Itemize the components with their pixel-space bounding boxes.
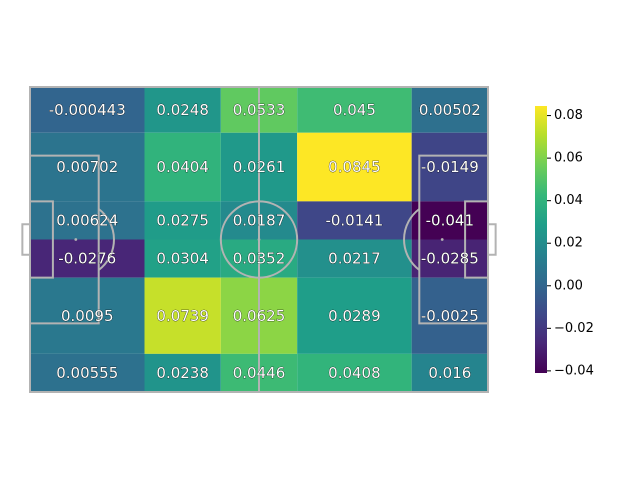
colorbar-tick-label: 0.08: [554, 108, 583, 123]
cell-value-label: 0.0404: [156, 158, 209, 176]
heatmap-cell: [30, 132, 145, 202]
cell-value-label: -0.0285: [421, 250, 479, 268]
cell-value-label: 0.0408: [328, 364, 381, 382]
cell-value-label: 0.0739: [156, 307, 209, 325]
heatmap-cell: [30, 353, 145, 392]
colorbar-tick-label: 0.04: [554, 193, 583, 208]
left-goal: [21, 223, 31, 256]
right-goal: [487, 223, 497, 256]
colorbar-tick-label: 0.02: [554, 236, 583, 251]
heatmap-cell: [144, 353, 221, 392]
center-circle: [219, 200, 299, 279]
center-spot: [257, 238, 261, 241]
heatmap-cell: [30, 277, 145, 354]
cell-value-label: -0.0025: [421, 307, 479, 325]
left-penalty-spot: [74, 238, 78, 241]
cell-value-label: -0.0149: [421, 158, 479, 176]
cell-value-label: 0.0275: [156, 211, 209, 229]
cell-value-label: 0.045: [333, 101, 376, 119]
cell-labels: -0.000443 0.0248 0.0533 0.045 0.00502 0.00702…: [48, 101, 481, 383]
cell-value-label: 0.0845: [328, 158, 381, 176]
heatmap-cell: [297, 87, 412, 133]
cell-value-label: 0.0187: [233, 211, 286, 229]
cell-value-label: 0.0446: [233, 364, 286, 382]
cell-value-label: 0.0533: [233, 101, 286, 119]
cell-value-label: 0.016: [428, 364, 471, 382]
cell-value-label: 0.00502: [419, 101, 481, 119]
colorbar-tick-label: −0.02: [554, 321, 594, 336]
colorbar-tick-label: −0.04: [554, 363, 594, 378]
heatmap-cell: [144, 239, 221, 278]
cell-value-label: -0.000443: [49, 101, 126, 119]
heatmap-cell: [30, 87, 145, 133]
right-penalty-arc: [403, 208, 420, 271]
cell-value-label: -0.0141: [325, 211, 383, 229]
colorbar-tick-label: 0.00: [554, 278, 583, 293]
cell-value-label: 0.0217: [328, 250, 381, 268]
cell-value-label: -0.041: [426, 211, 474, 229]
heatmap-cell: [144, 277, 221, 354]
heatmap-cell: [411, 277, 488, 354]
heatmap-cell: [411, 353, 488, 392]
heatmap-cell: [297, 353, 412, 392]
heatmap-cell: [411, 201, 488, 240]
cell-value-label: 0.0352: [233, 250, 286, 268]
cell-value-label: -0.0276: [58, 250, 116, 268]
heatmap-cell: [411, 132, 488, 202]
cell-value-label: 0.0625: [233, 307, 286, 325]
cell-value-label: 0.0248: [156, 101, 209, 119]
heatmap-cell: [411, 87, 488, 133]
heatmap-cell: [297, 239, 412, 278]
heatmap-cell: [144, 132, 221, 202]
heatmap-cell: [30, 239, 145, 278]
cell-value-label: 0.0238: [156, 364, 209, 382]
heatmap-cell: [30, 201, 145, 240]
heatmap-cell: [297, 132, 412, 202]
colorbar-gradient: [535, 106, 547, 373]
heatmap-cell: [144, 201, 221, 240]
colorbar-tick-label: 0.06: [554, 151, 583, 166]
colorbar: −0.04 −0.02 0.00 0.02 0.04 0.06 0.08: [535, 106, 594, 378]
cell-value-label: 0.00702: [56, 158, 118, 176]
cell-value-label: 0.0304: [156, 250, 209, 268]
heatmap-cell: [297, 277, 412, 354]
cell-value-label: 0.0289: [328, 307, 381, 325]
cell-value-label: 0.00555: [56, 364, 118, 382]
cell-value-label: 0.00624: [56, 211, 118, 229]
left-penalty-arc: [98, 208, 115, 271]
heatmap-cell: [411, 239, 488, 278]
pitch-lines: [21, 86, 497, 393]
right-penalty-spot: [440, 238, 444, 241]
heatmap-cell: [297, 201, 412, 240]
cell-value-label: 0.0261: [233, 158, 286, 176]
heatmap-cell: [144, 87, 221, 133]
cell-value-label: 0.0095: [61, 307, 114, 325]
